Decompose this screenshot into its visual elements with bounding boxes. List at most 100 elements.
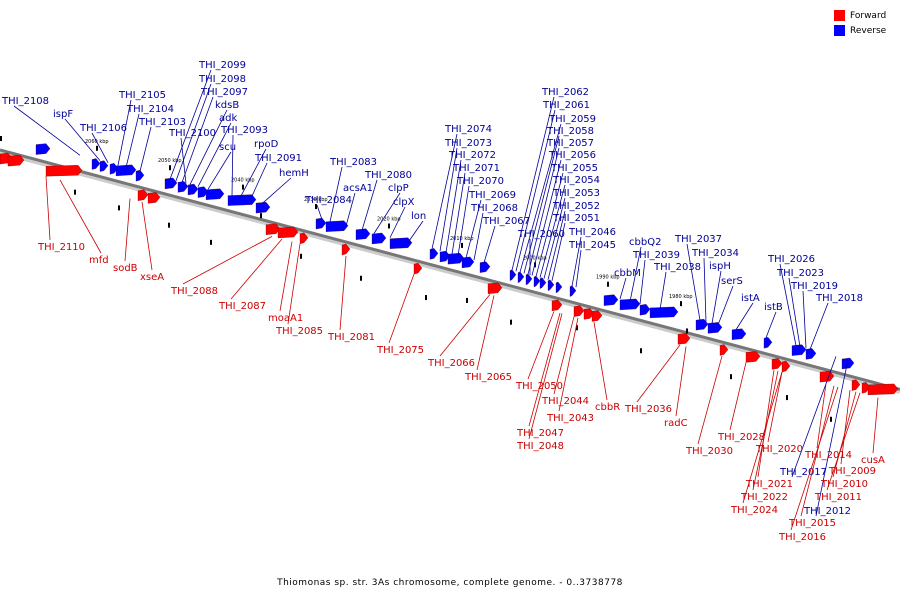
gene-shape: [461, 256, 475, 269]
gene-shape: [255, 201, 271, 214]
forward-gene-arrow: [277, 226, 299, 239]
gene-label: THI_2057: [546, 138, 594, 149]
gene-label: THI_2067: [482, 216, 530, 227]
legend-reverse: Reverse: [834, 23, 894, 38]
gene-label: THI_2108: [1, 96, 49, 107]
leader-line: [345, 192, 356, 227]
leader-line: [182, 235, 273, 285]
gene-label: xseA: [140, 272, 164, 283]
gene-label: THI_2097: [200, 87, 248, 98]
gene-shape: [731, 328, 747, 340]
gene-label: ispF: [53, 109, 73, 120]
gene-label: THI_2075: [376, 345, 424, 356]
forward-gene-arrow: [867, 383, 899, 396]
forward-gene-arrow: [745, 351, 761, 363]
leader-line: [483, 225, 496, 263]
gene-shape: [227, 194, 257, 206]
leader-line: [800, 385, 835, 517]
gene-shape: [547, 279, 555, 292]
position-marker: [210, 239, 212, 245]
position-marker: [260, 213, 262, 219]
gene-label: THI_2050: [515, 381, 563, 392]
leader-line: [832, 391, 857, 478]
scale-tick: [96, 145, 98, 151]
forward-gene-arrow: [851, 379, 861, 391]
leader-line: [519, 123, 562, 273]
gene-label: THI_2030: [685, 446, 733, 457]
gene-label: THI_2009: [828, 466, 876, 477]
leader-line: [476, 295, 495, 371]
gene-shape: [371, 232, 387, 245]
leader-line: [816, 383, 827, 449]
leader-line: [329, 166, 343, 222]
position-marker: [730, 374, 732, 380]
gene-label: THI_2052: [552, 201, 600, 212]
forward-gene-arrow: [299, 232, 309, 244]
gene-shape: [187, 183, 199, 196]
gene-label: THI_2014: [804, 450, 852, 461]
gene-label: THI_2018: [815, 293, 863, 304]
gene-label: THI_2011: [814, 492, 862, 503]
gene-label: THI_2100: [168, 128, 216, 139]
gene-label: rpoD: [254, 139, 279, 150]
gene-shape: [619, 298, 641, 311]
gene-shape: [35, 143, 51, 155]
gene-label: THI_2046: [568, 227, 616, 238]
leader-line: [91, 132, 109, 163]
reverse-gene-arrow: [517, 271, 525, 284]
gene-label: kdsB: [215, 100, 239, 111]
gene-label: THI_2087: [218, 301, 266, 312]
reverse-gene-arrow: [325, 220, 349, 232]
position-marker: [576, 325, 578, 331]
gene-label: THI_2059: [548, 114, 596, 125]
gene-label: scu: [219, 142, 236, 153]
gene-label: THI_2081: [327, 332, 375, 343]
reverse-gene-arrow: [187, 183, 199, 196]
leader-line: [742, 371, 783, 504]
leader-line: [711, 270, 722, 324]
scale-tick: [242, 184, 244, 190]
leader-line: [439, 147, 458, 252]
leader-line: [139, 126, 152, 172]
gene-shape: [677, 333, 691, 345]
leader-line: [729, 362, 747, 431]
gene-label: THI_2015: [788, 518, 836, 529]
gene-shape: [205, 188, 225, 200]
scale-tick-label: 2040 kbp: [231, 178, 255, 184]
leader-line: [59, 179, 102, 254]
gene-label: THI_2062: [541, 87, 589, 98]
gene-shape: [447, 253, 465, 265]
gene-label: THI_2026: [767, 254, 815, 265]
position-marker: [786, 395, 788, 401]
gene-label: THI_2034: [691, 248, 739, 259]
gene-shape: [517, 271, 525, 284]
gene-shape: [177, 181, 189, 193]
gene-shape: [791, 344, 807, 356]
gene-label: THI_2036: [624, 404, 672, 415]
gene-label: THI_2083: [329, 157, 377, 168]
forward-gene-arrow: [487, 282, 503, 294]
gene-label: THI_2074: [444, 124, 492, 135]
leader-line: [189, 109, 228, 185]
scale-tick-label: 2050 kbp: [158, 158, 182, 164]
gene-label: THI_2020: [755, 444, 803, 455]
leader-line: [629, 246, 642, 302]
reverse-gene-arrow: [539, 277, 547, 289]
gene-shape: [325, 220, 349, 232]
reverse-gene-arrow: [547, 279, 555, 292]
gene-label: THI_2103: [138, 117, 186, 128]
gene-shape: [487, 282, 503, 294]
legend-forward: Forward: [834, 8, 894, 23]
reverse-gene-arrow: [619, 298, 641, 311]
position-marker: [830, 416, 832, 422]
leader-line: [249, 162, 268, 201]
leader-line: [571, 236, 582, 287]
scale-tick: [169, 165, 171, 171]
leader-line: [239, 148, 267, 199]
gene-label: sodB: [113, 263, 138, 274]
gene-shape: [7, 154, 25, 167]
gene-shape: [841, 357, 855, 370]
leader-line: [527, 311, 555, 380]
reverse-gene-arrow: [555, 281, 563, 294]
gene-label: THI_2056: [548, 150, 596, 161]
